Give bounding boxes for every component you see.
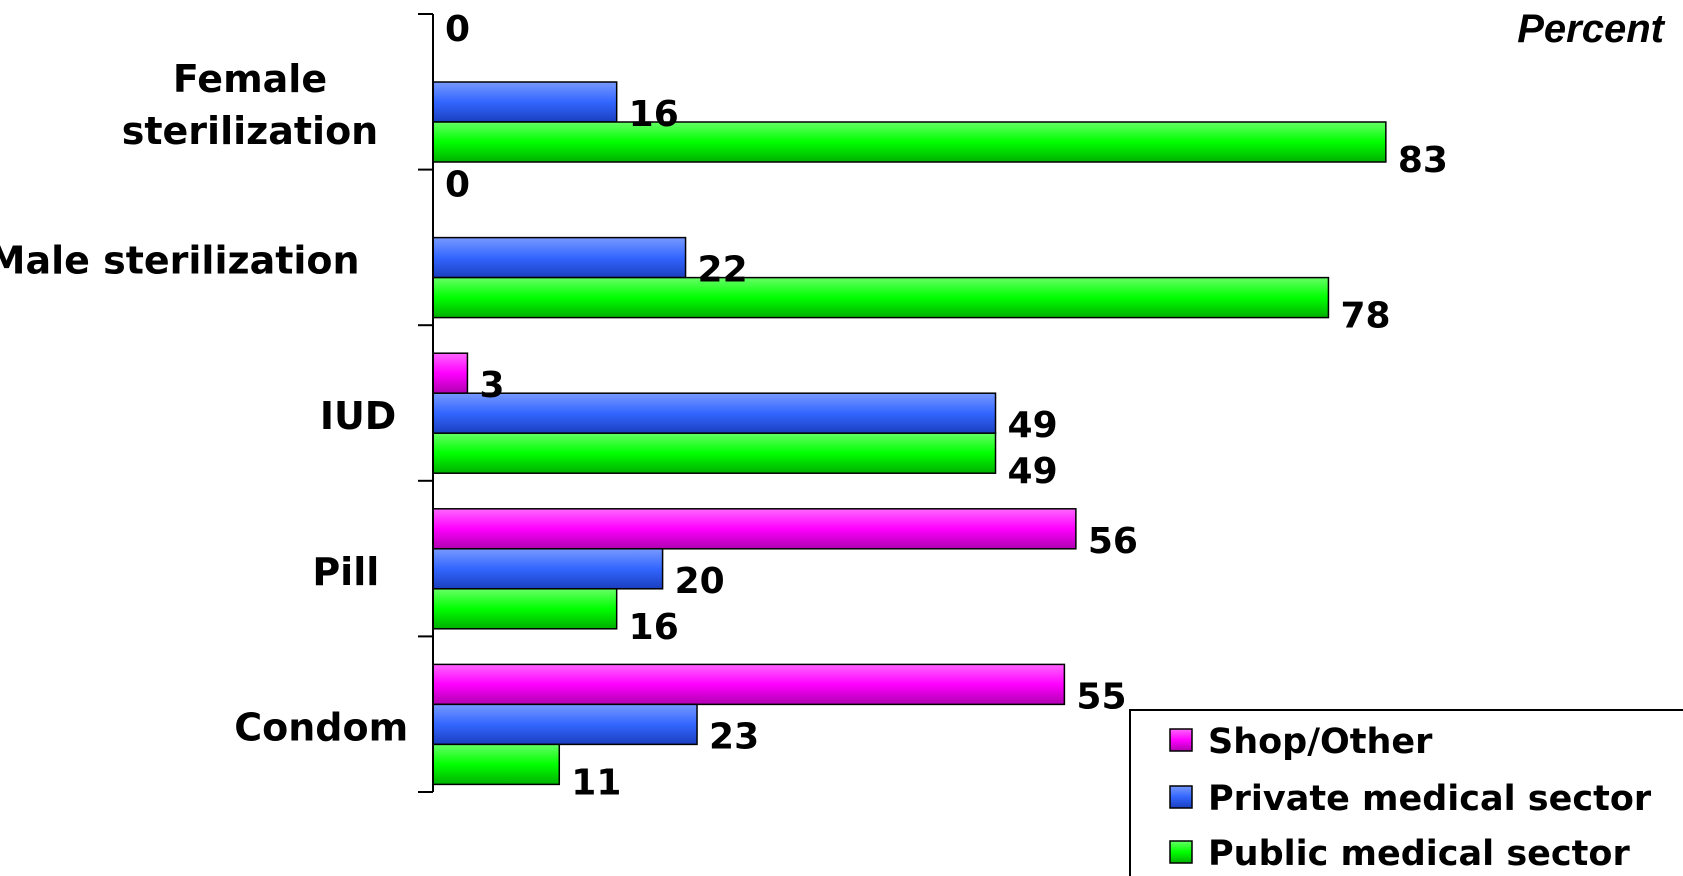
legend-label-public-medical-sector: Public medical sector <box>1208 834 1630 874</box>
value-label-female-sterilization-public-medical-sector: 83 <box>1398 140 1448 181</box>
unit-label: Percent <box>1517 7 1665 51</box>
bars <box>432 81 1387 786</box>
category-label-iud: IUD <box>320 394 397 438</box>
legend-box <box>1129 709 1683 876</box>
value-label-male-sterilization-private-medical-sector: 22 <box>698 250 748 291</box>
value-label-iud-shop-other: 3 <box>479 365 504 406</box>
value-label-iud-private-medical-sector: 49 <box>1008 405 1058 446</box>
value-labels: 0 16 83 0 22 78 3 49 49 56 20 16 55 23 11 <box>445 9 1448 803</box>
legend-swatch-private-medical-sector <box>1169 785 1193 809</box>
bar-condom-public-medical-sector <box>432 743 561 786</box>
bar-male-sterilization-public-medical-sector <box>432 276 1330 319</box>
value-label-pill-public-medical-sector: 16 <box>629 607 679 648</box>
legend-swatch-public-medical-sector <box>1169 840 1193 864</box>
legend-item-private-medical-sector: Private medical sector <box>1169 779 1652 819</box>
legend-item-shop-other: Shop/Other <box>1169 722 1433 762</box>
bar-female-sterilization-public-medical-sector <box>432 121 1387 163</box>
legend-swatch-shop-other <box>1169 728 1193 752</box>
legend-item-public-medical-sector: Public medical sector <box>1169 834 1630 874</box>
value-label-iud-public-medical-sector: 49 <box>1008 451 1058 492</box>
bar-male-sterilization-private-medical-sector <box>432 236 687 279</box>
bar-pill-public-medical-sector <box>432 588 618 630</box>
category-label-pill: Pill <box>312 550 379 594</box>
value-label-female-sterilization-private-medical-sector: 16 <box>629 94 679 135</box>
value-label-pill-private-medical-sector: 20 <box>675 561 725 602</box>
bar-condom-shop-other <box>432 663 1066 706</box>
bar-iud-private-medical-sector <box>432 392 997 434</box>
category-label-male-sterilization: Male sterilization <box>0 239 360 283</box>
value-label-condom-shop-other: 55 <box>1076 676 1126 717</box>
value-label-male-sterilization-shop-other: 0 <box>445 165 470 206</box>
bar-pill-shop-other <box>432 508 1077 550</box>
bar-condom-private-medical-sector <box>432 703 698 746</box>
value-label-female-sterilization-shop-other: 0 <box>445 9 470 50</box>
bar-pill-private-medical-sector <box>432 548 664 590</box>
bar-female-sterilization-private-medical-sector <box>432 81 618 123</box>
legend-label-private-medical-sector: Private medical sector <box>1208 779 1652 819</box>
value-label-male-sterilization-public-medical-sector: 78 <box>1340 296 1390 337</box>
bar-iud-public-medical-sector <box>432 432 997 474</box>
value-label-condom-private-medical-sector: 23 <box>709 716 759 757</box>
value-label-condom-public-medical-sector: 11 <box>571 762 621 803</box>
category-label-condom: Condom <box>234 705 408 749</box>
bar-iud-shop-other <box>432 352 469 394</box>
legend: Shop/Other Private medical sector Public… <box>1129 709 1683 876</box>
category-axis <box>418 13 434 793</box>
legend-label-shop-other: Shop/Other <box>1208 722 1433 762</box>
category-label-female-sterilization: Female sterilization <box>122 57 378 153</box>
value-label-pill-shop-other: 56 <box>1088 521 1138 562</box>
category-labels: Female sterilization Male sterilization IUD… <box>0 57 408 749</box>
